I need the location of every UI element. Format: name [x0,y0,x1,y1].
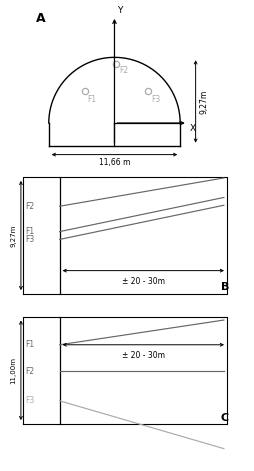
Text: F2: F2 [25,202,34,211]
Text: A: A [36,12,45,24]
Text: F1: F1 [25,340,34,349]
Text: ± 20 - 30m: ± 20 - 30m [121,277,164,286]
Text: Y: Y [116,6,122,15]
Text: X: X [189,124,195,133]
Text: 11,00m: 11,00m [10,357,16,384]
Text: F2: F2 [119,66,128,75]
Text: F1: F1 [87,95,96,104]
Text: F3: F3 [25,396,34,406]
Text: 9,27m: 9,27m [199,89,208,114]
Text: F3: F3 [25,235,34,244]
Text: 11,66 m: 11,66 m [98,158,130,167]
Text: B: B [220,282,228,292]
Text: ± 20 - 30m: ± 20 - 30m [121,350,164,359]
Text: F1: F1 [25,227,34,236]
Text: 9,27m: 9,27m [11,224,17,247]
Text: F3: F3 [151,95,160,104]
Text: C: C [220,413,228,422]
Text: F2: F2 [25,366,34,376]
